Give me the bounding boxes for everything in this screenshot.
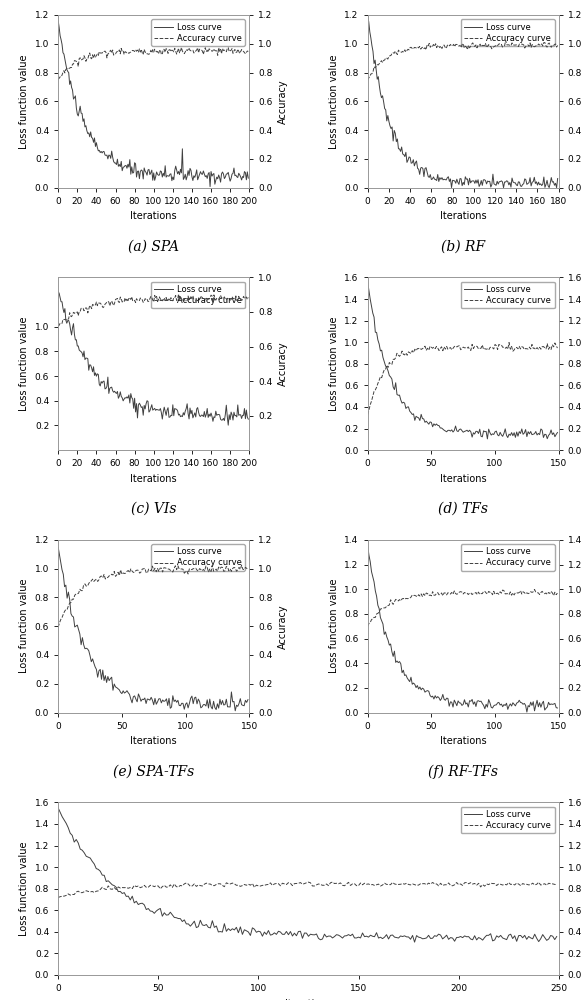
X-axis label: Iterations: Iterations [130, 474, 177, 484]
Text: (a) SPA: (a) SPA [128, 239, 179, 253]
Y-axis label: Loss function value: Loss function value [329, 317, 339, 411]
Y-axis label: Loss function value: Loss function value [19, 579, 29, 673]
Legend: Loss curve, Accuracy curve: Loss curve, Accuracy curve [460, 282, 555, 308]
X-axis label: Iterations: Iterations [285, 999, 332, 1000]
Text: (f) RF-TFs: (f) RF-TFs [428, 764, 498, 779]
Legend: Loss curve, Accuracy curve: Loss curve, Accuracy curve [460, 544, 555, 571]
Y-axis label: Accuracy: Accuracy [278, 341, 288, 386]
X-axis label: Iterations: Iterations [440, 736, 487, 746]
Legend: Loss curve, Accuracy curve: Loss curve, Accuracy curve [151, 19, 245, 46]
X-axis label: Iterations: Iterations [440, 211, 487, 221]
Y-axis label: Loss function value: Loss function value [19, 54, 29, 149]
X-axis label: Iterations: Iterations [130, 736, 177, 746]
Y-axis label: Loss function value: Loss function value [19, 317, 29, 411]
Text: (d) TFs: (d) TFs [438, 502, 488, 516]
Y-axis label: Loss function value: Loss function value [329, 579, 339, 673]
Legend: Loss curve, Accuracy curve: Loss curve, Accuracy curve [460, 19, 555, 46]
Legend: Loss curve, Accuracy curve: Loss curve, Accuracy curve [151, 544, 245, 571]
Y-axis label: Loss function value: Loss function value [19, 841, 29, 936]
Y-axis label: Accuracy: Accuracy [278, 79, 288, 124]
X-axis label: Iterations: Iterations [440, 474, 487, 484]
Y-axis label: Accuracy: Accuracy [278, 604, 288, 649]
Text: (c) VIs: (c) VIs [131, 502, 176, 516]
Text: (b) RF: (b) RF [441, 239, 485, 253]
Legend: Loss curve, Accuracy curve: Loss curve, Accuracy curve [460, 807, 555, 833]
X-axis label: Iterations: Iterations [130, 211, 177, 221]
Text: (e) SPA-TFs: (e) SPA-TFs [113, 764, 194, 778]
Y-axis label: Loss function value: Loss function value [329, 54, 339, 149]
Legend: Loss curve, Accuracy curve: Loss curve, Accuracy curve [151, 282, 245, 308]
